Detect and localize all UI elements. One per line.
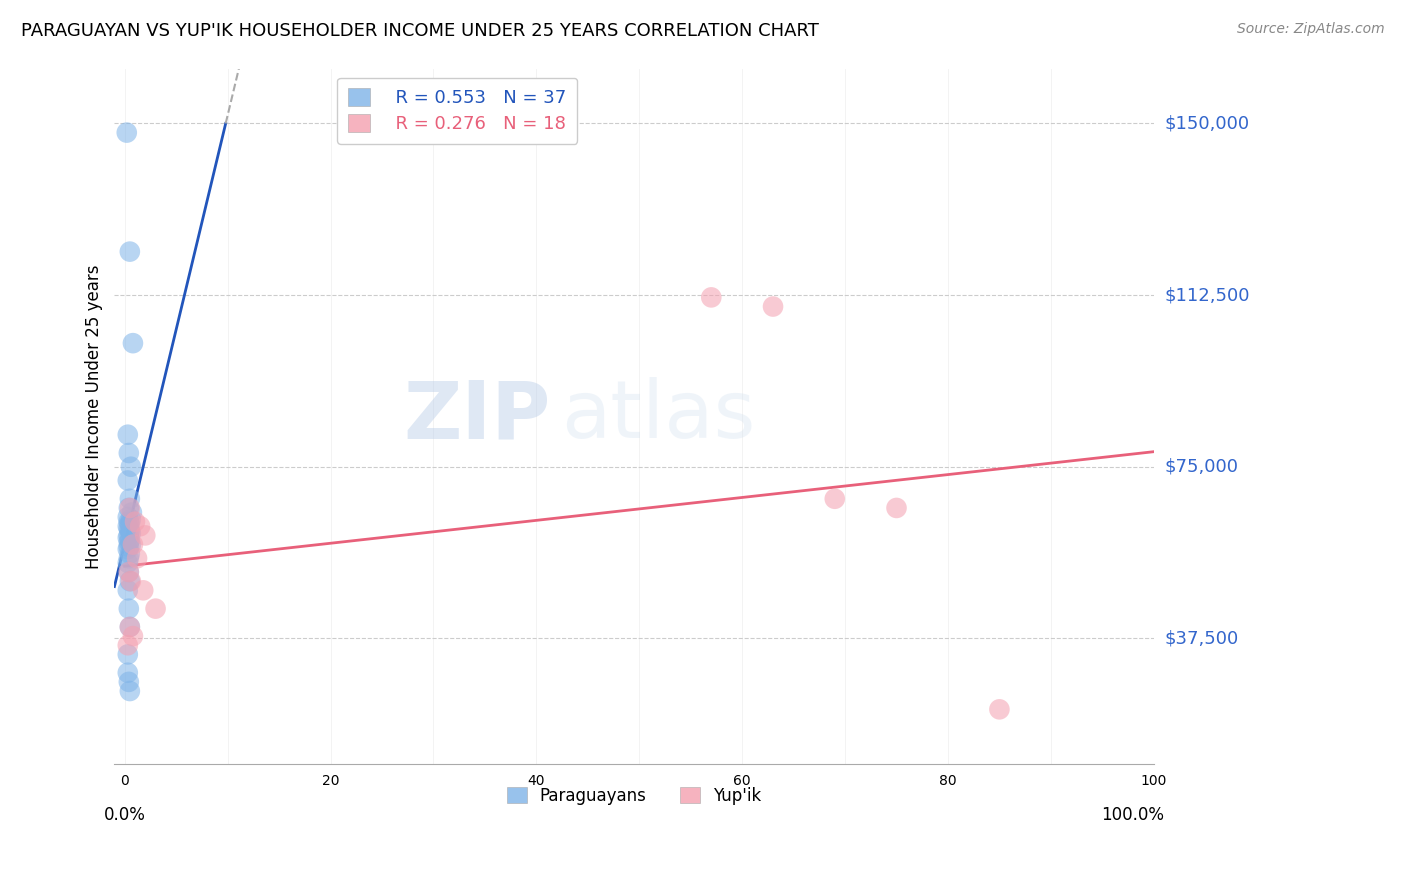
Point [118,547,141,561]
Point [124,515,146,529]
Text: $75,000: $75,000 [1166,458,1239,475]
Point [122,537,145,551]
Point [118,244,141,259]
Point [115,126,138,140]
Text: $150,000: $150,000 [1166,114,1250,132]
Point [125,551,148,566]
Point [129,519,152,533]
Point [118,540,141,554]
Point [118,551,141,566]
Legend: Paraguayans, Yup'ik: Paraguayans, Yup'ik [501,780,768,812]
Text: $37,500: $37,500 [1166,630,1239,648]
Text: atlas: atlas [561,377,755,456]
Text: 0.0%: 0.0% [104,806,146,824]
Point [117,519,139,533]
Point [118,516,141,531]
Point [117,542,139,557]
Point [117,583,139,598]
Point [118,601,141,615]
Point [117,638,139,652]
Y-axis label: Householder Income Under 25 years: Householder Income Under 25 years [86,264,103,568]
Point [118,674,141,689]
Point [118,620,141,634]
Text: $112,500: $112,500 [1166,286,1250,304]
Point [117,474,139,488]
Point [145,601,167,615]
Point [122,336,145,351]
Point [118,446,141,460]
Point [118,528,141,542]
Point [118,500,141,515]
Point [117,648,139,662]
Point [120,459,142,474]
Point [120,537,142,551]
Text: PARAGUAYAN VS YUP'IK HOUSEHOLDER INCOME UNDER 25 YEARS CORRELATION CHART: PARAGUAYAN VS YUP'IK HOUSEHOLDER INCOME … [21,22,818,40]
Point [886,500,908,515]
Point [117,427,139,442]
Text: 100.0%: 100.0% [1101,806,1164,824]
Point [118,620,141,634]
Point [118,565,141,579]
Point [120,512,142,526]
Point [700,290,723,304]
Point [117,531,139,545]
Point [118,515,141,529]
Point [132,583,155,598]
Point [118,574,141,589]
Point [118,535,141,549]
Point [117,510,139,524]
Point [134,528,156,542]
Point [118,500,141,515]
Point [117,556,139,570]
Point [120,526,142,541]
Point [118,524,141,538]
Point [117,665,139,680]
Point [118,684,141,698]
Point [122,629,145,643]
Point [121,506,143,520]
Point [824,491,846,506]
Point [118,565,141,579]
Point [762,300,785,314]
Point [118,491,141,506]
Point [988,702,1011,716]
Point [118,522,141,536]
Text: ZIP: ZIP [404,377,551,456]
Point [120,574,142,589]
Point [118,533,141,547]
Text: Source: ZipAtlas.com: Source: ZipAtlas.com [1237,22,1385,37]
